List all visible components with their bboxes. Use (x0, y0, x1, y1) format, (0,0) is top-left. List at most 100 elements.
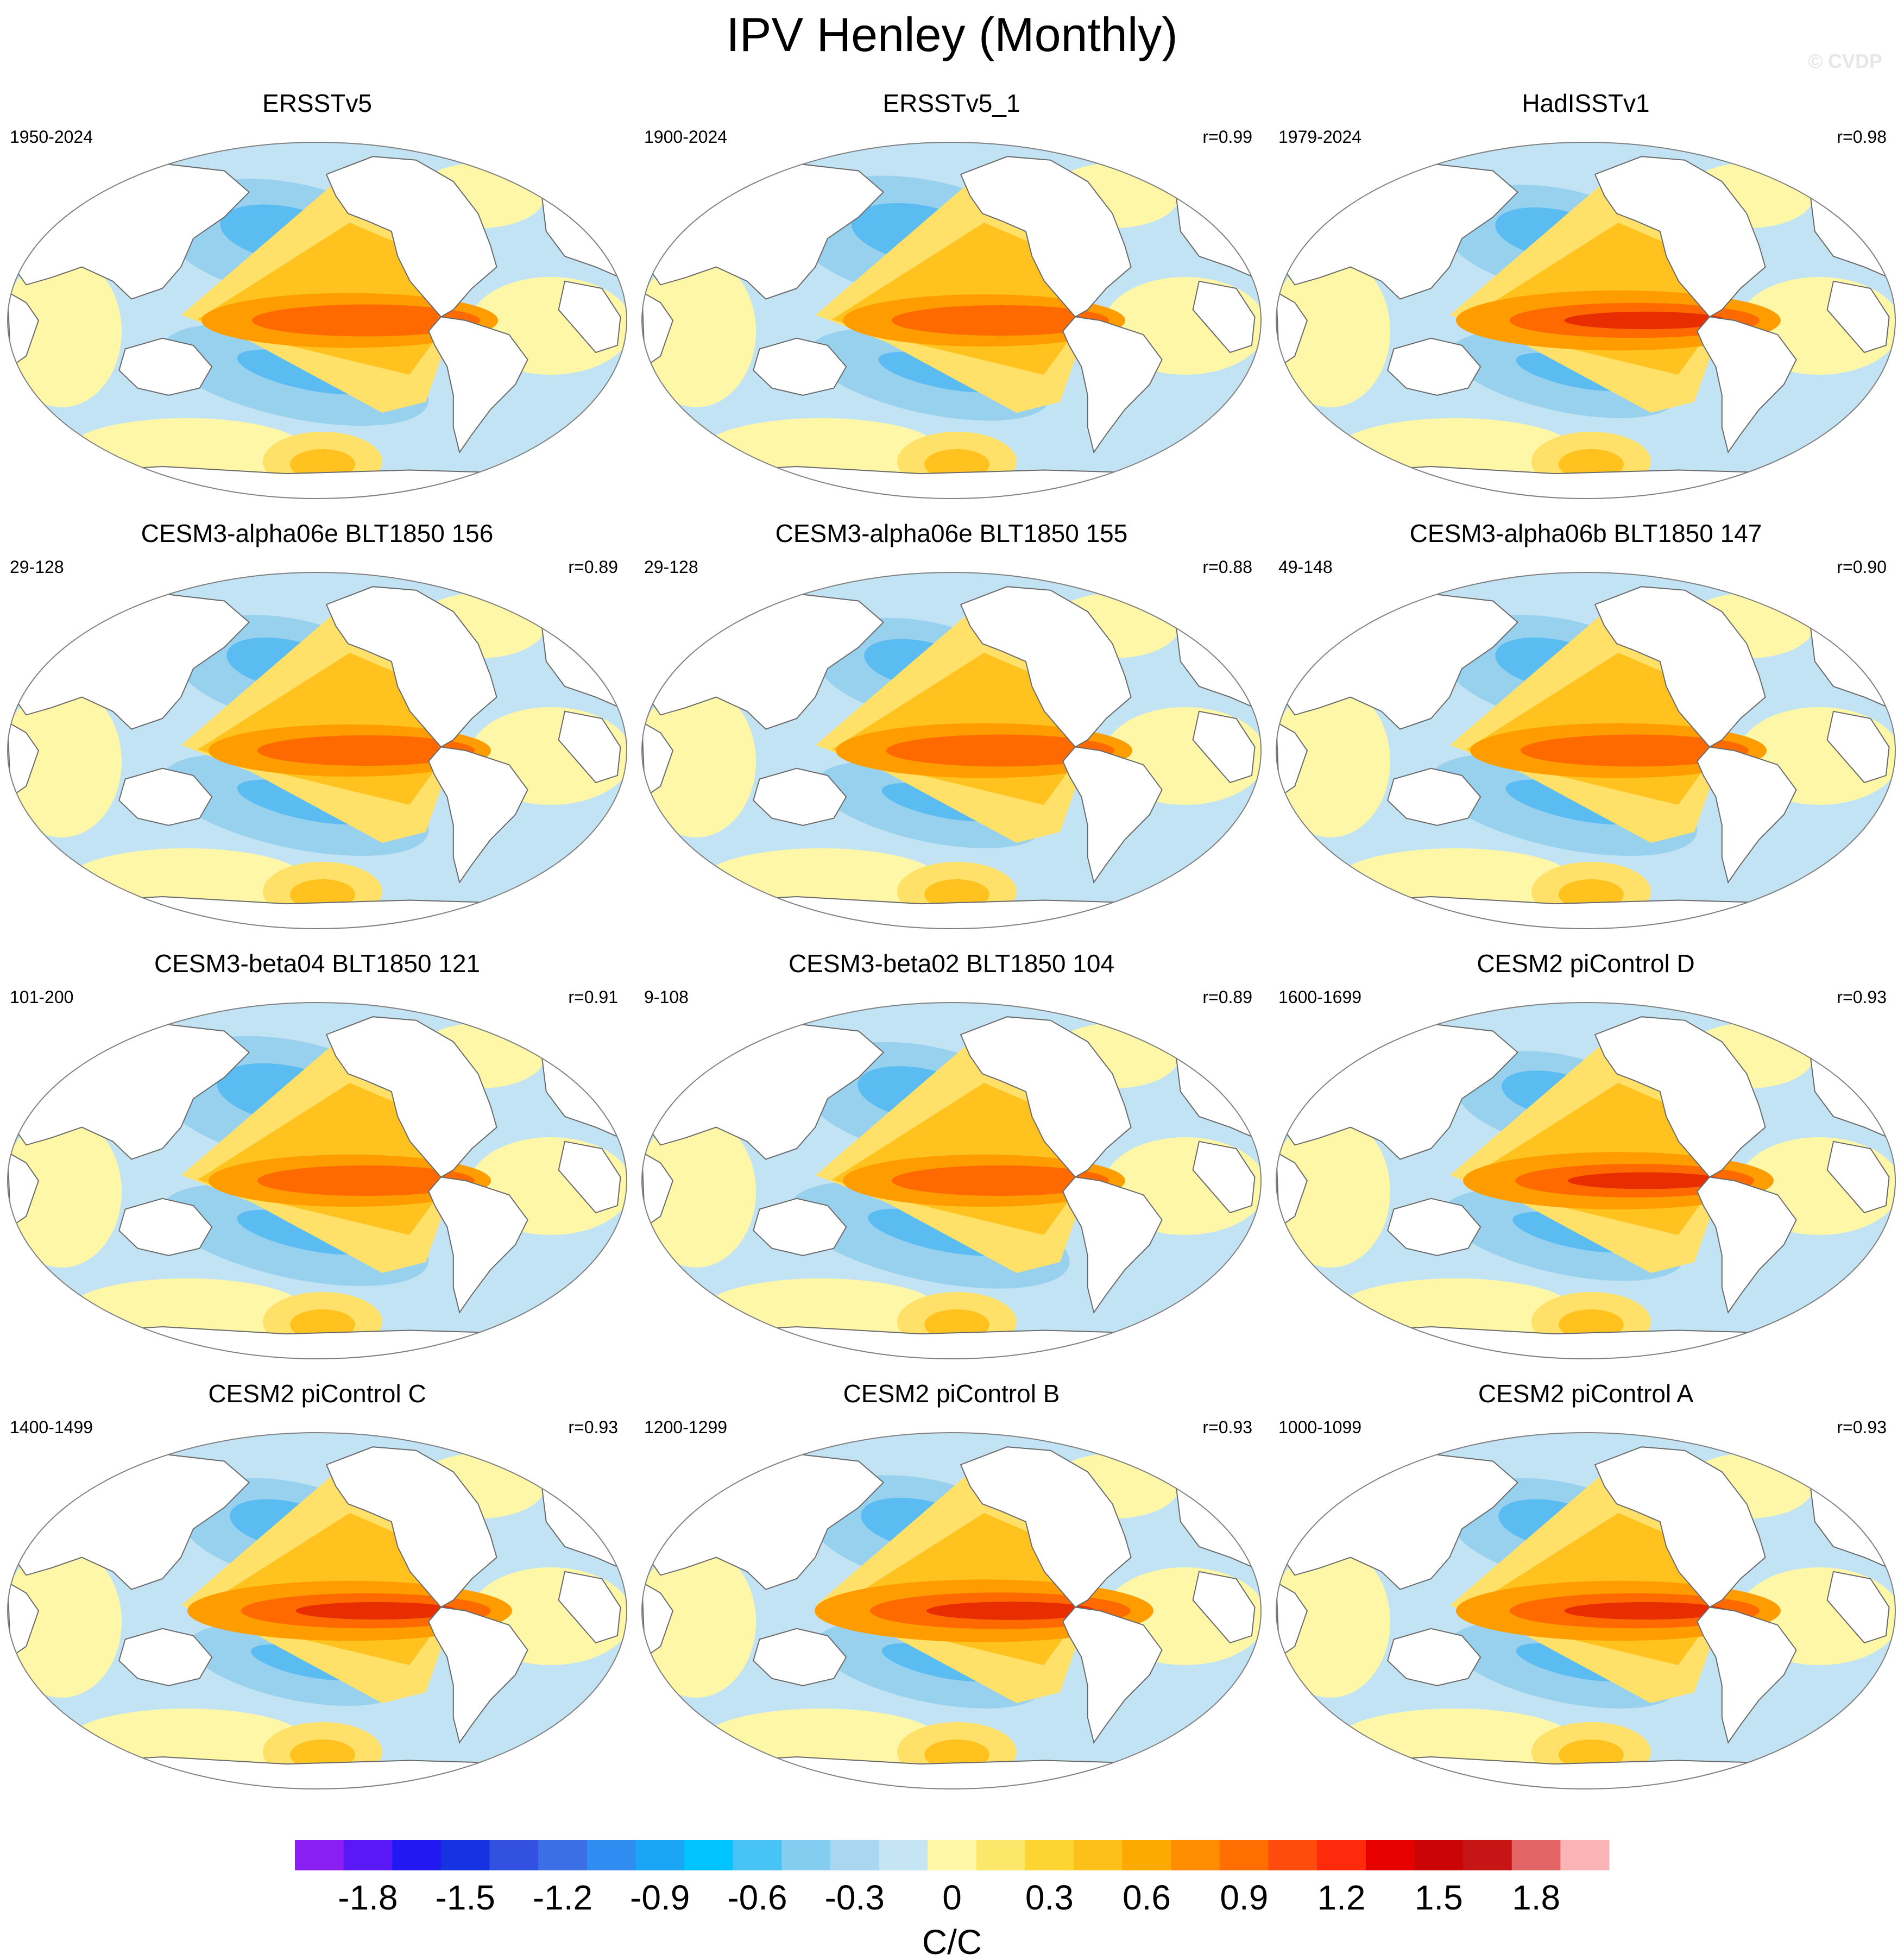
equatorial-tongue-peak (1564, 311, 1727, 330)
land-africa (558, 1571, 621, 1644)
robinson-map (7, 572, 627, 929)
land-north-america (960, 586, 1132, 748)
colorbar-box (295, 1840, 344, 1870)
panel-period: 1000-1099 (1278, 1417, 1362, 1437)
map-border (7, 1432, 627, 1789)
map-panel: CESM3-alpha06e BLT1850 155 29-128 r=0.88 (634, 517, 1269, 951)
equatorial-tongue-core (892, 1165, 1109, 1196)
robinson-map (641, 142, 1262, 499)
colorbar-tick-label: -1.8 (338, 1878, 398, 1917)
map-panel: CESM2 piControl A 1000-1099 r=0.93 (1269, 1377, 1903, 1812)
land-africa (558, 710, 621, 784)
land-north-america (1594, 1016, 1766, 1178)
colorbar-box (1268, 1840, 1317, 1870)
panel-correlation: r=0.93 (1837, 1417, 1887, 1437)
map-panel: CESM3-alpha06b BLT1850 147 49-148 r=0.90 (1269, 517, 1903, 951)
panel-correlation: r=0.93 (1202, 1417, 1252, 1437)
land-australia (1387, 767, 1481, 826)
colorbar-tick-label: 0.3 (1025, 1878, 1074, 1917)
indian-ocean-positive (1276, 1116, 1390, 1268)
map-border (1276, 142, 1896, 499)
anomaly-field (8, 142, 627, 499)
land-north-america (325, 1016, 497, 1178)
colorbar-box (489, 1840, 539, 1870)
land-north-america (960, 1446, 1132, 1608)
indian-ocean-positive (1276, 1546, 1390, 1698)
indian-ocean-positive (8, 1546, 122, 1698)
land-africa (1826, 710, 1890, 784)
anomaly-field (8, 1433, 627, 1789)
panel-title: CESM3-alpha06b BLT1850 147 (1409, 519, 1762, 547)
colorbar-tick-label: 1.5 (1415, 1878, 1463, 1917)
land-north-america (1594, 156, 1766, 318)
robinson-map (1276, 1002, 1896, 1359)
colorbar-box (1171, 1840, 1220, 1870)
panel-title: CESM2 piControl A (1478, 1379, 1694, 1408)
land-north-america (960, 1016, 1132, 1178)
colorbar-boxes (295, 1840, 1610, 1870)
anomaly-field (8, 572, 627, 929)
colorbar-tick-label: -0.9 (630, 1878, 690, 1917)
anomaly-field (1276, 1003, 1895, 1359)
map-border (1276, 1432, 1896, 1789)
colorbar-box (343, 1840, 393, 1870)
panel-title: CESM2 piControl C (208, 1379, 426, 1408)
colorbar-box (1219, 1840, 1269, 1870)
panel-period: 1200-1299 (644, 1417, 728, 1437)
land-australia (753, 337, 847, 396)
equatorial-tongue-core (886, 734, 1114, 767)
anomaly-field (642, 142, 1261, 499)
colorbar-box (781, 1840, 831, 1870)
robinson-map (1276, 1432, 1896, 1789)
equatorial-tongue-peak (1568, 1172, 1723, 1189)
cvdp-watermark: © CVDP (1808, 50, 1882, 72)
panel-period: 29-128 (10, 557, 64, 577)
map-border (641, 142, 1262, 499)
colorbar-box (1025, 1840, 1074, 1870)
panel-title: HadISSTv1 (1522, 89, 1650, 117)
panel-period: 1900-2024 (644, 127, 728, 147)
map-panel: ERSSTv5_1 1900-2024 r=0.99 (634, 87, 1269, 521)
land-australia (753, 1628, 847, 1686)
land-south-america (428, 746, 528, 884)
colorbar-box (1074, 1840, 1123, 1870)
colorbar-tick-labels: -1.8 -1.5 -1.2 -0.9 -0.6 -0.3 0 0.3 0.6 0.9 1.2 1.5… (338, 1878, 1560, 1917)
land-africa (558, 1140, 621, 1214)
panel-correlation: r=0.98 (1837, 127, 1887, 147)
land-south-america (1062, 1176, 1163, 1314)
colorbar-box (635, 1840, 685, 1870)
colorbar-box (830, 1840, 880, 1870)
colorbar-box (684, 1840, 734, 1870)
land-south-america (428, 1176, 528, 1314)
colorbar-box (538, 1840, 588, 1870)
land-south-america (428, 1606, 528, 1744)
colorbar: -1.8 -1.5 -1.2 -0.9 -0.6 -0.3 0 0.3 0.6 0.9 1.2 1.5… (295, 1840, 1610, 1960)
indian-ocean-positive (1276, 685, 1390, 837)
map-panel: CESM3-beta02 BLT1850 104 9-108 r=0.89 (634, 947, 1269, 1382)
land-australia (753, 1198, 847, 1256)
panel-title: CESM3-beta02 BLT1850 104 (788, 949, 1115, 978)
land-south-america (1062, 316, 1163, 454)
robinson-map (641, 1432, 1262, 1789)
colorbar-box (976, 1840, 1025, 1870)
panel-correlation: r=0.88 (1202, 557, 1252, 577)
land-australia (118, 337, 213, 396)
anomaly-field (642, 572, 1261, 929)
panel-correlation: r=0.99 (1202, 127, 1252, 147)
panel-period: 49-148 (1278, 557, 1333, 577)
panel-correlation: r=0.90 (1837, 557, 1887, 577)
land-south-america (1697, 1606, 1797, 1744)
panel-period: 1400-1499 (10, 1417, 93, 1437)
map-border (641, 1002, 1262, 1359)
map-border (7, 1002, 627, 1359)
equatorial-tongue-peak (295, 1602, 458, 1620)
land-africa (558, 280, 621, 354)
colorbar-tick-label: -0.6 (727, 1878, 787, 1917)
robinson-map (7, 1432, 627, 1789)
land-australia (118, 767, 213, 826)
map-border (1276, 572, 1896, 929)
land-north-america (1594, 586, 1766, 748)
land-north-america (325, 156, 497, 318)
anomaly-field (1276, 142, 1895, 499)
land-africa (1192, 280, 1256, 354)
